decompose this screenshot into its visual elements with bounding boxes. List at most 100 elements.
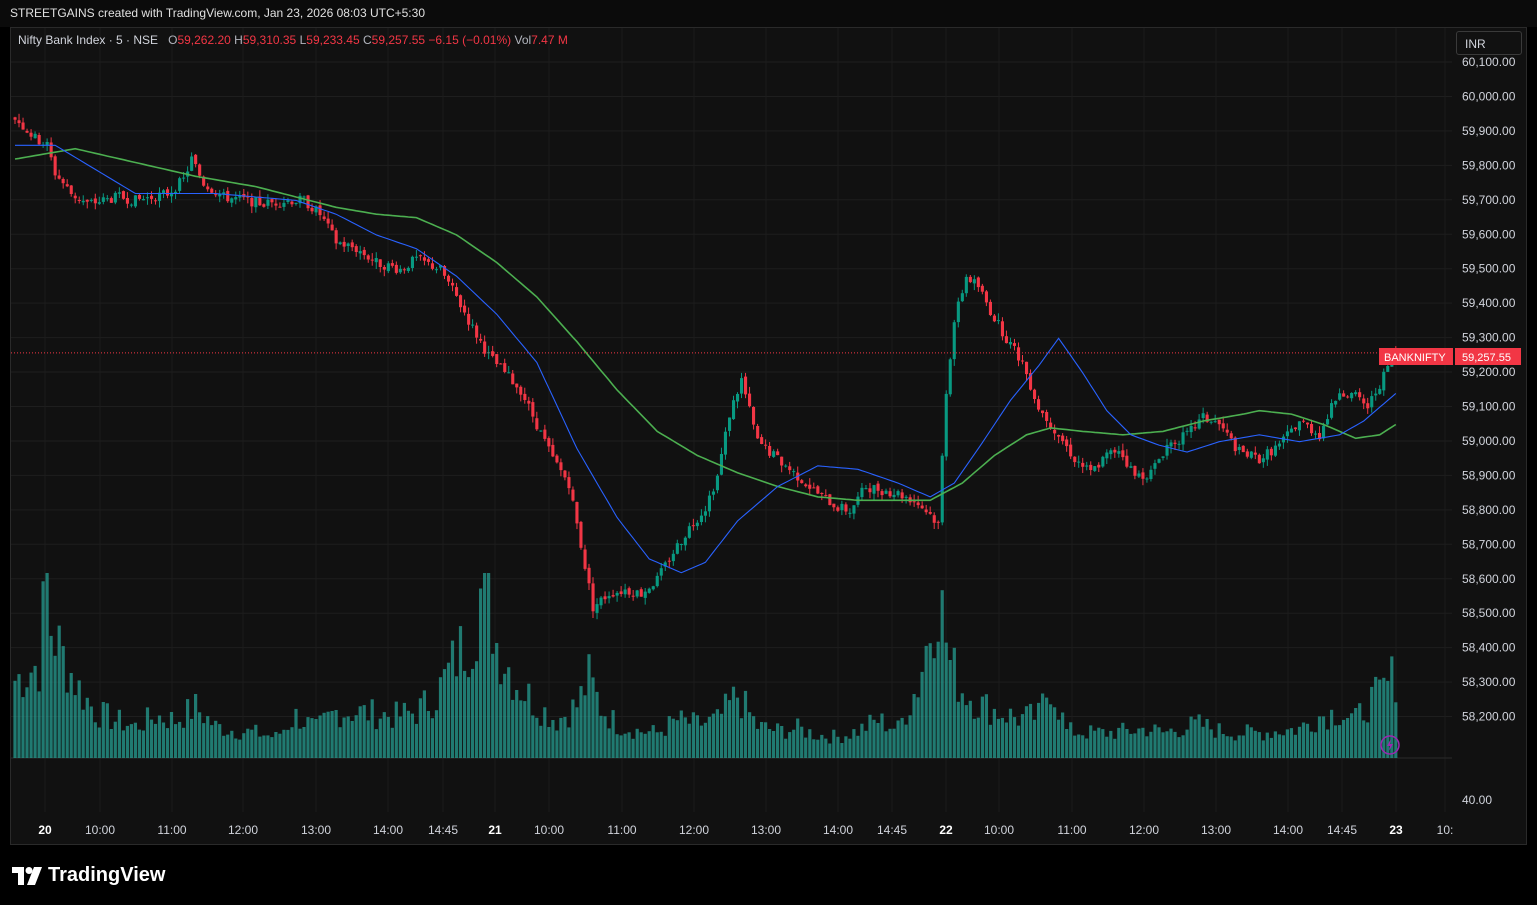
candle-up <box>33 133 37 139</box>
volume-bar <box>342 717 346 758</box>
attribution-text: STREETGAINS created with TradingView.com… <box>10 6 425 20</box>
candle-down <box>451 282 455 286</box>
volume-bar <box>222 735 226 758</box>
low-value: 59,233.45 <box>306 33 360 47</box>
candle-up <box>1354 392 1358 395</box>
candle-down <box>1033 389 1037 399</box>
candle-down <box>788 466 792 471</box>
time-axis[interactable]: 20 10:00 11:00 12:00 13:00 14:00 14:45 21 10:00 1… <box>38 823 1453 837</box>
volume-bar <box>1273 731 1277 758</box>
candle-up <box>294 202 298 204</box>
candle-up <box>1129 466 1133 468</box>
candle-down <box>1081 462 1085 467</box>
candle-up <box>298 195 302 204</box>
candle-down <box>523 393 527 400</box>
price-tick-label: 59,500.00 <box>1462 262 1516 276</box>
volume-bar <box>607 728 611 758</box>
candle-down <box>467 313 471 325</box>
lightning-icon[interactable] <box>1380 735 1400 755</box>
candle-down <box>426 259 430 262</box>
candle-up <box>792 471 796 473</box>
volume-bar <box>1165 731 1169 758</box>
candle-up <box>1077 461 1081 463</box>
candle-up <box>1237 447 1241 450</box>
volume-bar <box>739 718 744 758</box>
volume-bar <box>539 725 543 758</box>
volume-bar <box>1201 726 1205 758</box>
symbol-label[interactable]: Nifty Bank Index · 5 · NSE <box>18 33 159 47</box>
volume-bar <box>519 700 523 758</box>
volume-bar <box>1358 703 1362 758</box>
candle-up <box>434 269 438 271</box>
volume-bar <box>1346 718 1350 758</box>
volume-bar <box>547 727 551 758</box>
candle-up <box>230 198 234 203</box>
volume-bar <box>695 715 699 758</box>
volume-bar <box>1105 736 1109 758</box>
volume-bar <box>992 708 996 758</box>
volume-label: Vol <box>514 33 532 47</box>
volume-bar <box>904 724 908 758</box>
tradingview-logo[interactable]: TradingView <box>12 864 165 887</box>
volume-bar <box>1217 723 1221 758</box>
volume-bar <box>844 736 848 758</box>
candle-up <box>170 192 174 197</box>
volume-bar <box>1261 740 1265 758</box>
price-tick-label: 59,800.00 <box>1462 158 1516 172</box>
candle-up <box>507 372 511 374</box>
volume-bar <box>928 643 932 758</box>
time-tick-label: 12:00 <box>228 823 258 837</box>
volume-bar <box>804 737 808 758</box>
volume-bar <box>760 722 764 758</box>
candle-down <box>1037 399 1041 410</box>
volume-bar <box>33 665 37 758</box>
volume-bar <box>495 643 499 758</box>
volume-bar <box>246 728 250 758</box>
candle-up <box>81 200 85 203</box>
candle-down <box>455 287 459 296</box>
volume-bar <box>571 699 575 758</box>
candle-down <box>1069 444 1073 457</box>
candle-down <box>984 291 988 303</box>
tradingview-logo-icon <box>12 866 42 885</box>
volume-bar <box>390 727 394 758</box>
currency-selector[interactable]: INR <box>1456 31 1522 55</box>
volume-bar <box>1181 735 1185 758</box>
candle-up <box>386 263 390 272</box>
candle-up <box>162 190 166 194</box>
candle-down <box>1221 423 1225 429</box>
volume-bar <box>591 677 595 758</box>
candle-down <box>1193 427 1197 429</box>
volume-bar <box>198 712 202 758</box>
candle-down <box>430 263 434 269</box>
candle-up <box>904 496 908 498</box>
close-label: C <box>363 33 372 47</box>
candle-up <box>643 591 647 598</box>
volume-bar <box>434 710 439 758</box>
time-tick-label: 10:00 <box>85 823 115 837</box>
candle-down <box>85 199 89 202</box>
volume-bar <box>454 676 459 758</box>
candle-down <box>691 525 695 527</box>
candle-down <box>1113 449 1117 453</box>
candle-up <box>599 597 603 606</box>
volume-bar <box>318 715 322 758</box>
volume-bar <box>186 699 190 758</box>
candle-up <box>254 197 258 208</box>
volume-bar <box>61 646 65 758</box>
price-tag-value: 59,257.55 <box>1462 352 1511 364</box>
volume-bar <box>1374 676 1378 758</box>
candle-down <box>519 386 523 395</box>
volume-bar <box>214 720 218 758</box>
price-axis[interactable]: 60,100.00 60,000.00 59,900.00 59,800.00 59,7… <box>1462 55 1516 724</box>
candle-down <box>639 589 643 597</box>
candle-down <box>61 179 65 184</box>
candle-up <box>346 243 350 246</box>
candle-down <box>390 263 394 266</box>
volume-bar <box>49 635 53 758</box>
volume-bar <box>306 717 310 758</box>
volume-bar <box>848 738 852 758</box>
chart-panel[interactable] <box>10 27 1527 845</box>
candle-down <box>780 456 784 466</box>
